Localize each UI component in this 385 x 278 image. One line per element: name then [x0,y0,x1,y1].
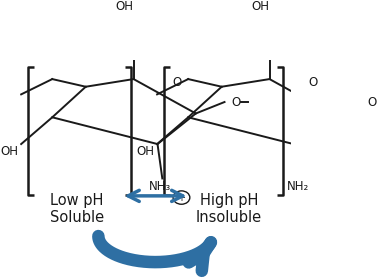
Text: OH: OH [251,0,269,13]
Text: OH: OH [137,145,155,158]
Text: OH: OH [1,145,19,158]
Text: High pH: High pH [200,193,258,208]
Text: +: + [177,193,186,203]
Text: Insoluble: Insoluble [196,210,262,225]
Text: O: O [232,96,241,108]
Text: OH: OH [115,0,133,13]
Text: O: O [368,96,377,108]
Text: O: O [308,76,317,89]
Text: NH₃: NH₃ [149,180,171,193]
Text: Low pH: Low pH [50,193,103,208]
Text: O: O [172,76,181,89]
Text: NH₂: NH₂ [287,180,310,193]
Text: Soluble: Soluble [50,210,104,225]
